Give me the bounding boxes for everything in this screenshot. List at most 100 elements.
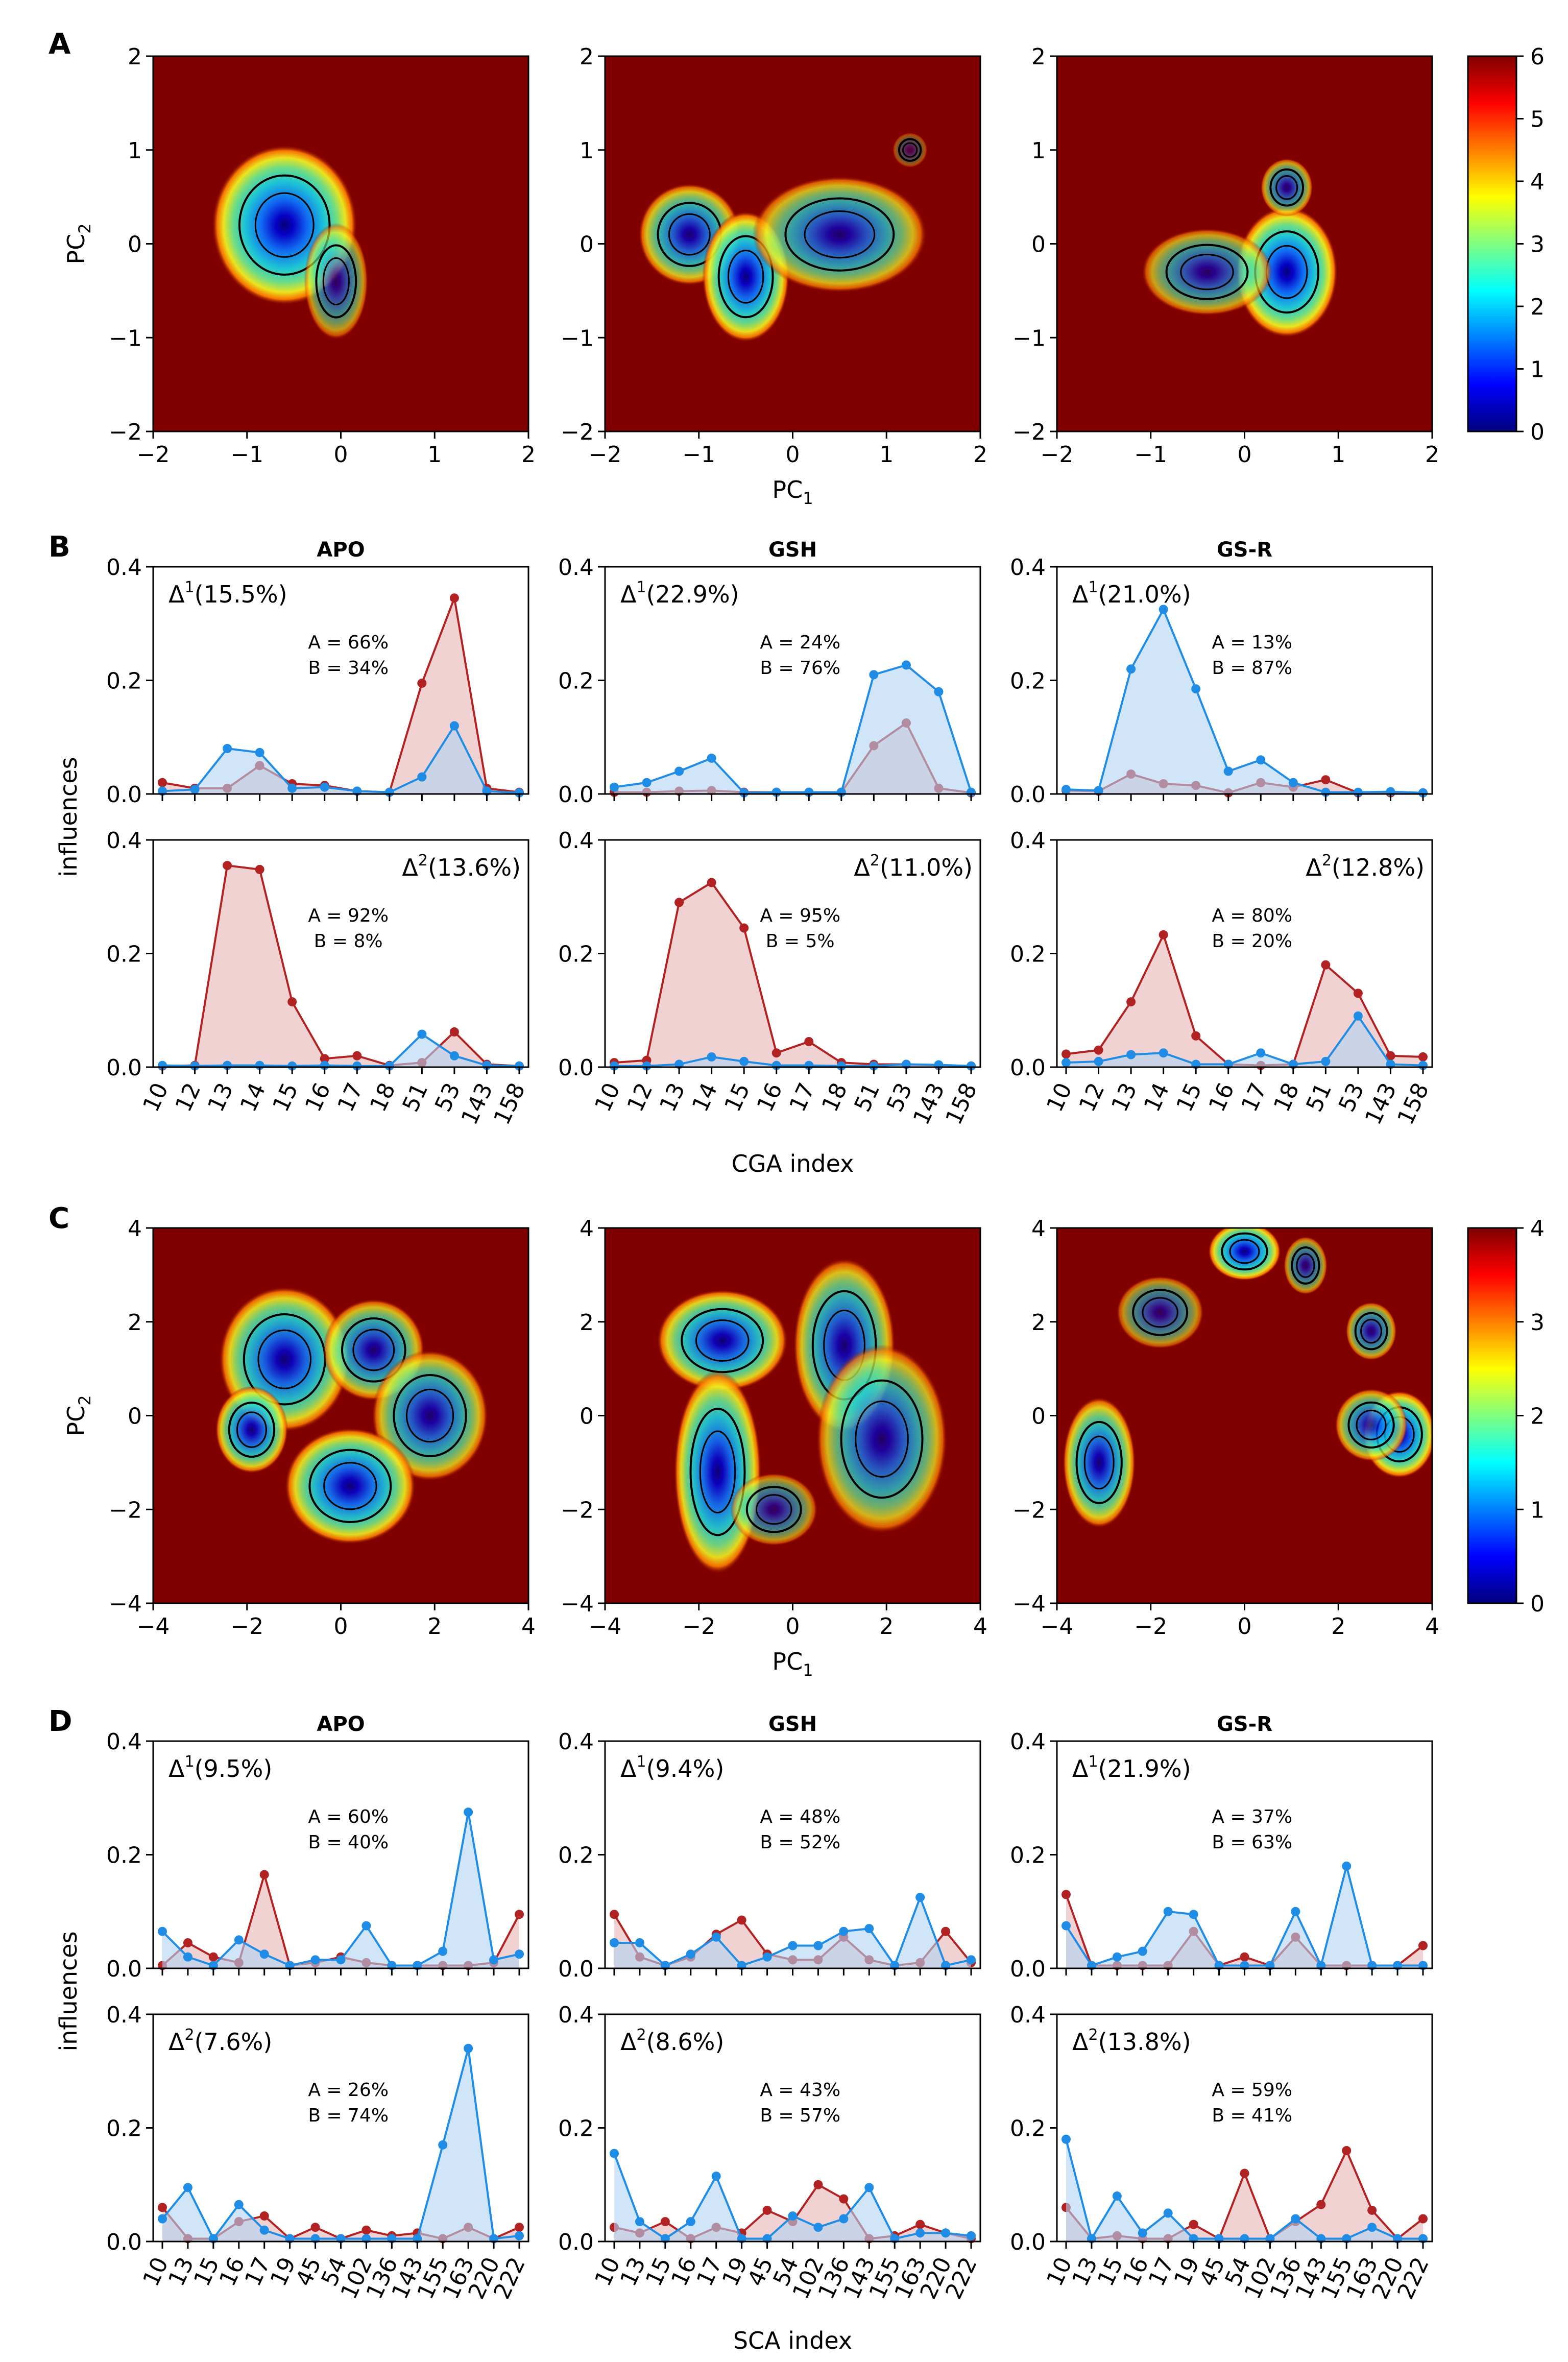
mode-label: Δ1(9.5%)	[168, 1753, 272, 1782]
mode-variance: (21.0%)	[1098, 581, 1191, 608]
series-a-point	[1159, 930, 1168, 939]
y-tick-label: −4	[1012, 1591, 1046, 1617]
percent-a-label: A = 80%	[1212, 905, 1292, 926]
series-b-point	[934, 687, 944, 696]
series-b-point	[1321, 1056, 1331, 1066]
series-a-point	[674, 898, 684, 907]
x-tick-label: 10	[138, 1079, 174, 1116]
series-b-point	[183, 1952, 192, 1962]
colorbar-bar	[1467, 55, 1517, 432]
series-b-point	[610, 782, 619, 792]
series-b-point	[438, 1946, 448, 1956]
series-a-point	[515, 2223, 524, 2232]
series-b-point	[190, 1061, 200, 1071]
density-contour	[1291, 1246, 1320, 1285]
density-blob	[816, 1344, 948, 1534]
series-b-point	[515, 788, 524, 798]
density-contour	[717, 235, 774, 319]
y-tick-label: −2	[561, 419, 594, 445]
y-axis-label-c: PC2	[62, 1395, 94, 1436]
density-contour-inner	[1142, 1297, 1178, 1328]
series-b-point	[711, 1932, 721, 1942]
series-b-line	[614, 1055, 972, 1067]
series-a-point	[1126, 997, 1136, 1007]
density-contour-inner	[727, 250, 764, 304]
y-tick-label: −4	[561, 1591, 594, 1617]
series-b-area	[162, 1812, 519, 1968]
series-a-area	[162, 598, 519, 794]
x-axis-label-b: CGA index	[732, 1150, 854, 1177]
series-b-area	[1066, 609, 1423, 794]
y-tick-label: 0.2	[1010, 942, 1046, 968]
series-b-point	[515, 2231, 524, 2240]
density-contour	[784, 197, 895, 272]
y-tick-label: 0.4	[106, 1729, 142, 1755]
system-title: GSH	[768, 538, 817, 562]
x-tick-label: 10	[1042, 1079, 1077, 1116]
percent-a-label: A = 48%	[760, 1806, 840, 1827]
x-tick-label: 1	[879, 442, 894, 468]
series-b-point	[449, 721, 459, 731]
series-b-point	[686, 1949, 695, 1959]
series-b-point	[361, 1921, 371, 1931]
y-axis-label-a-main: PC	[62, 234, 90, 264]
series-b-point	[941, 2228, 951, 2238]
x-tick-label: 2	[427, 1613, 442, 1640]
series-a-area	[1066, 2151, 1423, 2242]
series-a-point	[287, 997, 297, 1007]
mode-superscript: 1	[1088, 1753, 1098, 1771]
x-tick-label: 10	[590, 1079, 625, 1116]
density-contour	[1269, 168, 1304, 207]
mode-symbol: Δ	[1306, 854, 1322, 881]
x-tick-label: 4	[521, 1613, 536, 1640]
mode-superscript: 2	[1088, 2026, 1098, 2044]
percent-b-label: B = 41%	[1212, 2105, 1292, 2126]
percent-b-label: B = 52%	[760, 1832, 840, 1853]
series-a-point	[915, 2220, 925, 2229]
y-tick-label: 0.4	[558, 828, 594, 854]
y-tick-label: 0.4	[1010, 1729, 1046, 1755]
series-b-point	[1163, 1907, 1173, 1916]
x-tick-label: −2	[589, 442, 622, 468]
y-tick-label: 0	[1031, 232, 1046, 258]
y-tick-label: 0	[580, 1404, 594, 1430]
x-tick-label: 14	[1139, 1079, 1175, 1116]
series-b-area	[614, 2153, 971, 2242]
x-tick-label: −4	[1041, 1613, 1074, 1640]
series-b-point	[1159, 605, 1168, 614]
density-blobs	[638, 132, 928, 342]
density-contour	[308, 1449, 392, 1523]
density-blob	[1345, 1302, 1397, 1361]
density-contour-inner	[254, 192, 315, 258]
density-contour	[1354, 1312, 1388, 1351]
series-a-point	[941, 1926, 951, 1936]
influence-panel-d-6: 0.00.20.41013151617194554102136143155163…	[1010, 2002, 1434, 2303]
series-a-point	[762, 2205, 772, 2215]
density-contour-inner	[668, 213, 711, 256]
mode-variance: (12.8%)	[1332, 854, 1425, 881]
series-b-point	[1342, 1861, 1352, 1871]
density-blob	[372, 1350, 488, 1481]
x-tick-label: 2	[521, 442, 536, 468]
system-title: GS-R	[1217, 538, 1272, 562]
x-axis-label-a-sub: 1	[803, 489, 813, 508]
density-panel-a-1: −2 −1 0 1 2 −2 −1 0 1 2	[109, 44, 536, 468]
mode-superscript: 1	[636, 1753, 646, 1771]
density-contour	[228, 1402, 276, 1458]
percent-a-label: A = 66%	[308, 632, 389, 653]
mode-label: Δ1(9.4%)	[620, 1753, 724, 1782]
x-tick-label: 14	[235, 1079, 271, 1116]
density-contour	[840, 1379, 924, 1499]
series-b-line	[1065, 1866, 1423, 1969]
x-tick-label: −2	[230, 1613, 263, 1640]
density-blob	[1260, 158, 1313, 217]
y-tick-label: 0.2	[1010, 2116, 1046, 2142]
series-b-point	[739, 788, 749, 798]
series-b-point	[287, 1061, 297, 1071]
x-tick-label: 18	[817, 1079, 853, 1116]
mode-label: Δ2(12.8%)	[1306, 852, 1425, 881]
series-a-point	[804, 1037, 814, 1046]
series-b-point	[1138, 2228, 1147, 2238]
percent-b-label: B = 87%	[1212, 658, 1292, 679]
series-b-point	[438, 2140, 448, 2150]
